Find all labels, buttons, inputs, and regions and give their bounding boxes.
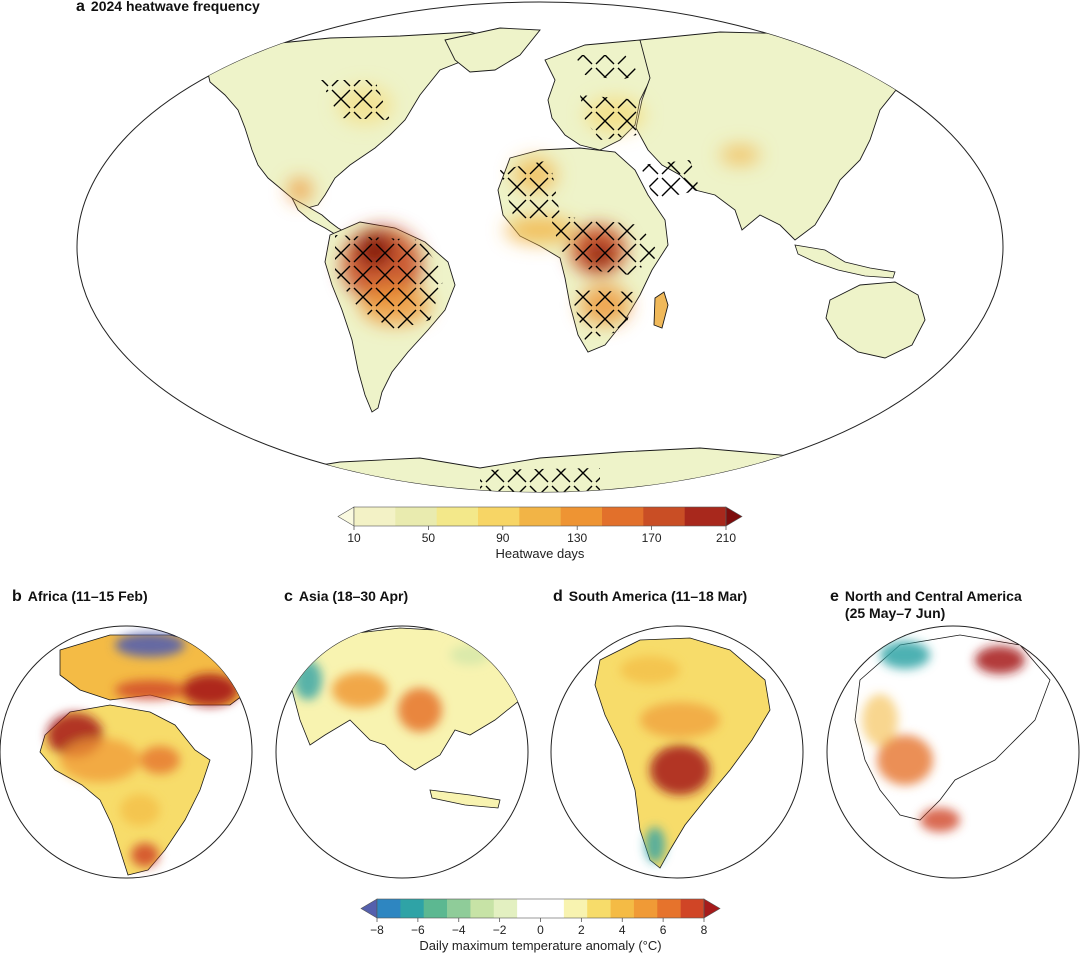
- colorbar-swatch: [493, 899, 518, 918]
- madagascar-land: [653, 291, 669, 329]
- anomaly-colorbar: −8 −6 −4 −2 0 2 4 6 8 Daily maximum temperature a…: [360, 898, 721, 953]
- colorbar-tick-label: −4: [452, 923, 466, 937]
- colorbar-tick-label: 90: [496, 531, 510, 545]
- colorbar-swatch: [517, 899, 541, 918]
- globe-south-america: [550, 625, 804, 879]
- colorbar-extend-low: [360, 898, 378, 919]
- colorbar-title: Daily maximum temperature anomaly (°C): [419, 938, 661, 953]
- indonesia-land: [794, 244, 896, 279]
- colorbar-swatch: [519, 507, 561, 526]
- colorbar-swatch: [633, 899, 658, 918]
- colorbar-swatch: [610, 899, 635, 918]
- panel-a-letter: a: [76, 0, 85, 15]
- colorbar-tick-label: 0: [537, 923, 544, 937]
- colorbar-swatch: [478, 507, 520, 526]
- colorbar-tick-label: −8: [370, 923, 384, 937]
- significance-hatching: [320, 55, 700, 492]
- panel-e-letter: e: [830, 588, 839, 605]
- asia-globe-islands: [429, 789, 501, 809]
- colorbar-tick-label: 130: [567, 531, 587, 545]
- colorbar-swatch: [563, 899, 588, 918]
- colorbar-title: Heatwave days: [496, 546, 585, 561]
- globe-north-america: [826, 625, 1080, 879]
- colorbar-extend-high: [703, 898, 721, 919]
- colorbar-swatch: [560, 507, 603, 526]
- panel-d-title-text: South America (11–18 Mar): [568, 588, 748, 604]
- panel-c-title: c Asia (18–30 Apr): [284, 588, 408, 606]
- panel-a-title: a 2024 heatwave frequency: [76, 0, 260, 16]
- colorbar-extend-high: [725, 506, 743, 527]
- australia-land: [825, 281, 926, 359]
- colorbar-swatch: [684, 507, 727, 526]
- colorbar-extend-low: [337, 506, 355, 527]
- panel-c-letter: c: [284, 588, 293, 605]
- panel-e-title: e North and Central America (25 May–7 Jun…: [830, 588, 1022, 622]
- colorbar-tick-label: 50: [422, 531, 436, 545]
- colorbar-swatch: [423, 899, 448, 918]
- panel-a-title-text: 2024 heatwave frequency: [90, 0, 260, 14]
- panel-d-title: d South America (11–18 Mar): [553, 588, 747, 606]
- colorbar-tick-label: 170: [642, 531, 662, 545]
- colorbar-swatch: [447, 899, 471, 918]
- colorbar-tick-label: 4: [619, 923, 626, 937]
- panel-b-title: b Africa (11–15 Feb): [12, 588, 148, 606]
- colorbar-tick-label: 2: [578, 923, 585, 937]
- colorbar-frame: [353, 506, 727, 527]
- world-map: [76, 1, 1004, 493]
- colorbar-swatch: [587, 899, 611, 918]
- panel-c-title-text: Asia (18–30 Apr): [298, 588, 409, 604]
- colorbar-tick-label: 210: [716, 531, 736, 545]
- colorbar-swatch: [354, 507, 396, 526]
- heatwave-colorbar: 10 50 90 130 170 210 Heatwave days: [337, 506, 743, 561]
- colorbar-tick-label: 8: [701, 923, 708, 937]
- colorbar-swatch: [470, 899, 495, 918]
- colorbar-tick-label: −2: [493, 923, 507, 937]
- colorbar-tick-label: −6: [411, 923, 425, 937]
- panel-b-letter: b: [12, 588, 22, 605]
- globe-asia: [275, 625, 529, 879]
- globe-africa: [0, 625, 253, 879]
- colorbar-swatch: [395, 507, 437, 526]
- panel-b-title-text: Africa (11–15 Feb): [27, 588, 148, 604]
- colorbar-tick-label: 6: [660, 923, 667, 937]
- panel-e-title-text: North and Central America (25 May–7 Jun): [844, 588, 1022, 621]
- panel-d-letter: d: [553, 588, 563, 605]
- colorbar-swatch: [540, 899, 565, 918]
- colorbar-swatch: [436, 507, 479, 526]
- greenland-land: [444, 27, 541, 73]
- colorbar-swatch: [643, 507, 685, 526]
- colorbar-tick-label: 10: [347, 531, 361, 545]
- colorbar-swatch: [657, 899, 681, 918]
- colorbar-swatch: [377, 899, 401, 918]
- colorbar-swatch: [602, 507, 644, 526]
- colorbar-swatch: [400, 899, 425, 918]
- colorbar-swatch: [680, 899, 705, 918]
